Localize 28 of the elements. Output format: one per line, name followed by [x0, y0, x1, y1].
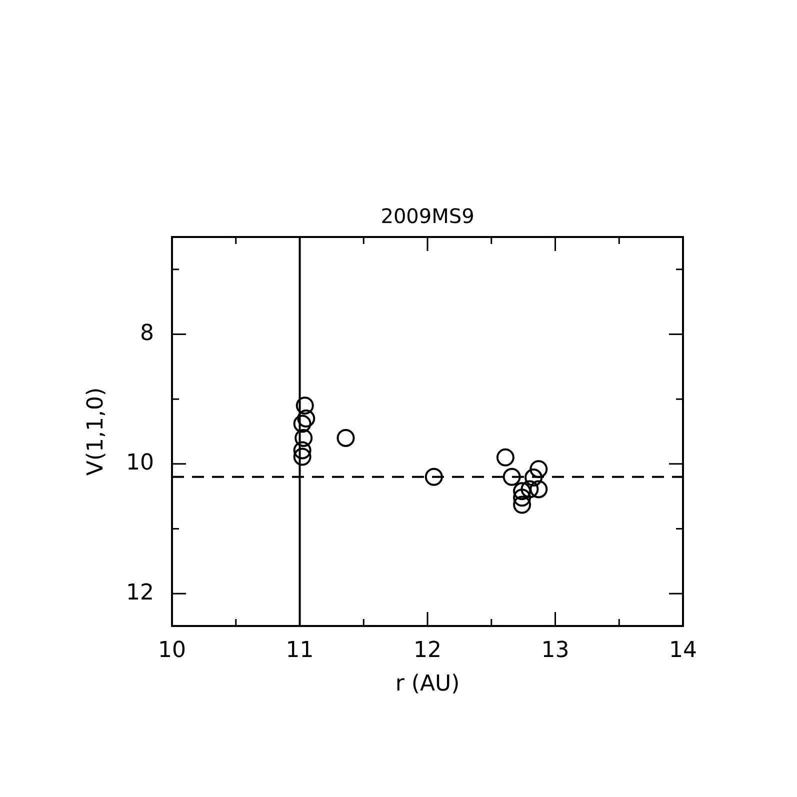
x-axis-title: r (AU) [395, 672, 460, 697]
point [424, 468, 443, 486]
point [513, 488, 532, 507]
point [297, 410, 316, 428]
point [496, 448, 514, 466]
y-tick-label: 10 [126, 450, 154, 476]
x-tick-label: 10 [158, 638, 186, 663]
chart-title: 2009MS9 [380, 204, 474, 228]
point [530, 460, 548, 478]
point [502, 468, 521, 486]
y-tick-label: 12 [126, 580, 154, 606]
x-tick-label: 13 [541, 638, 570, 663]
point [293, 441, 312, 460]
point [296, 396, 314, 415]
point [293, 414, 312, 433]
point [513, 496, 532, 514]
point [294, 428, 313, 447]
point [524, 468, 543, 487]
y-tick-label: 8 [140, 320, 154, 346]
point [513, 482, 532, 500]
point [293, 448, 312, 466]
x-tick-label: 12 [414, 638, 442, 663]
point [336, 428, 355, 447]
x-tick-label: 14 [669, 638, 697, 663]
point [530, 480, 548, 498]
y-axis-title: V(1,1,0) [84, 387, 109, 476]
x-tick-label: 11 [286, 638, 314, 663]
point [520, 480, 539, 498]
